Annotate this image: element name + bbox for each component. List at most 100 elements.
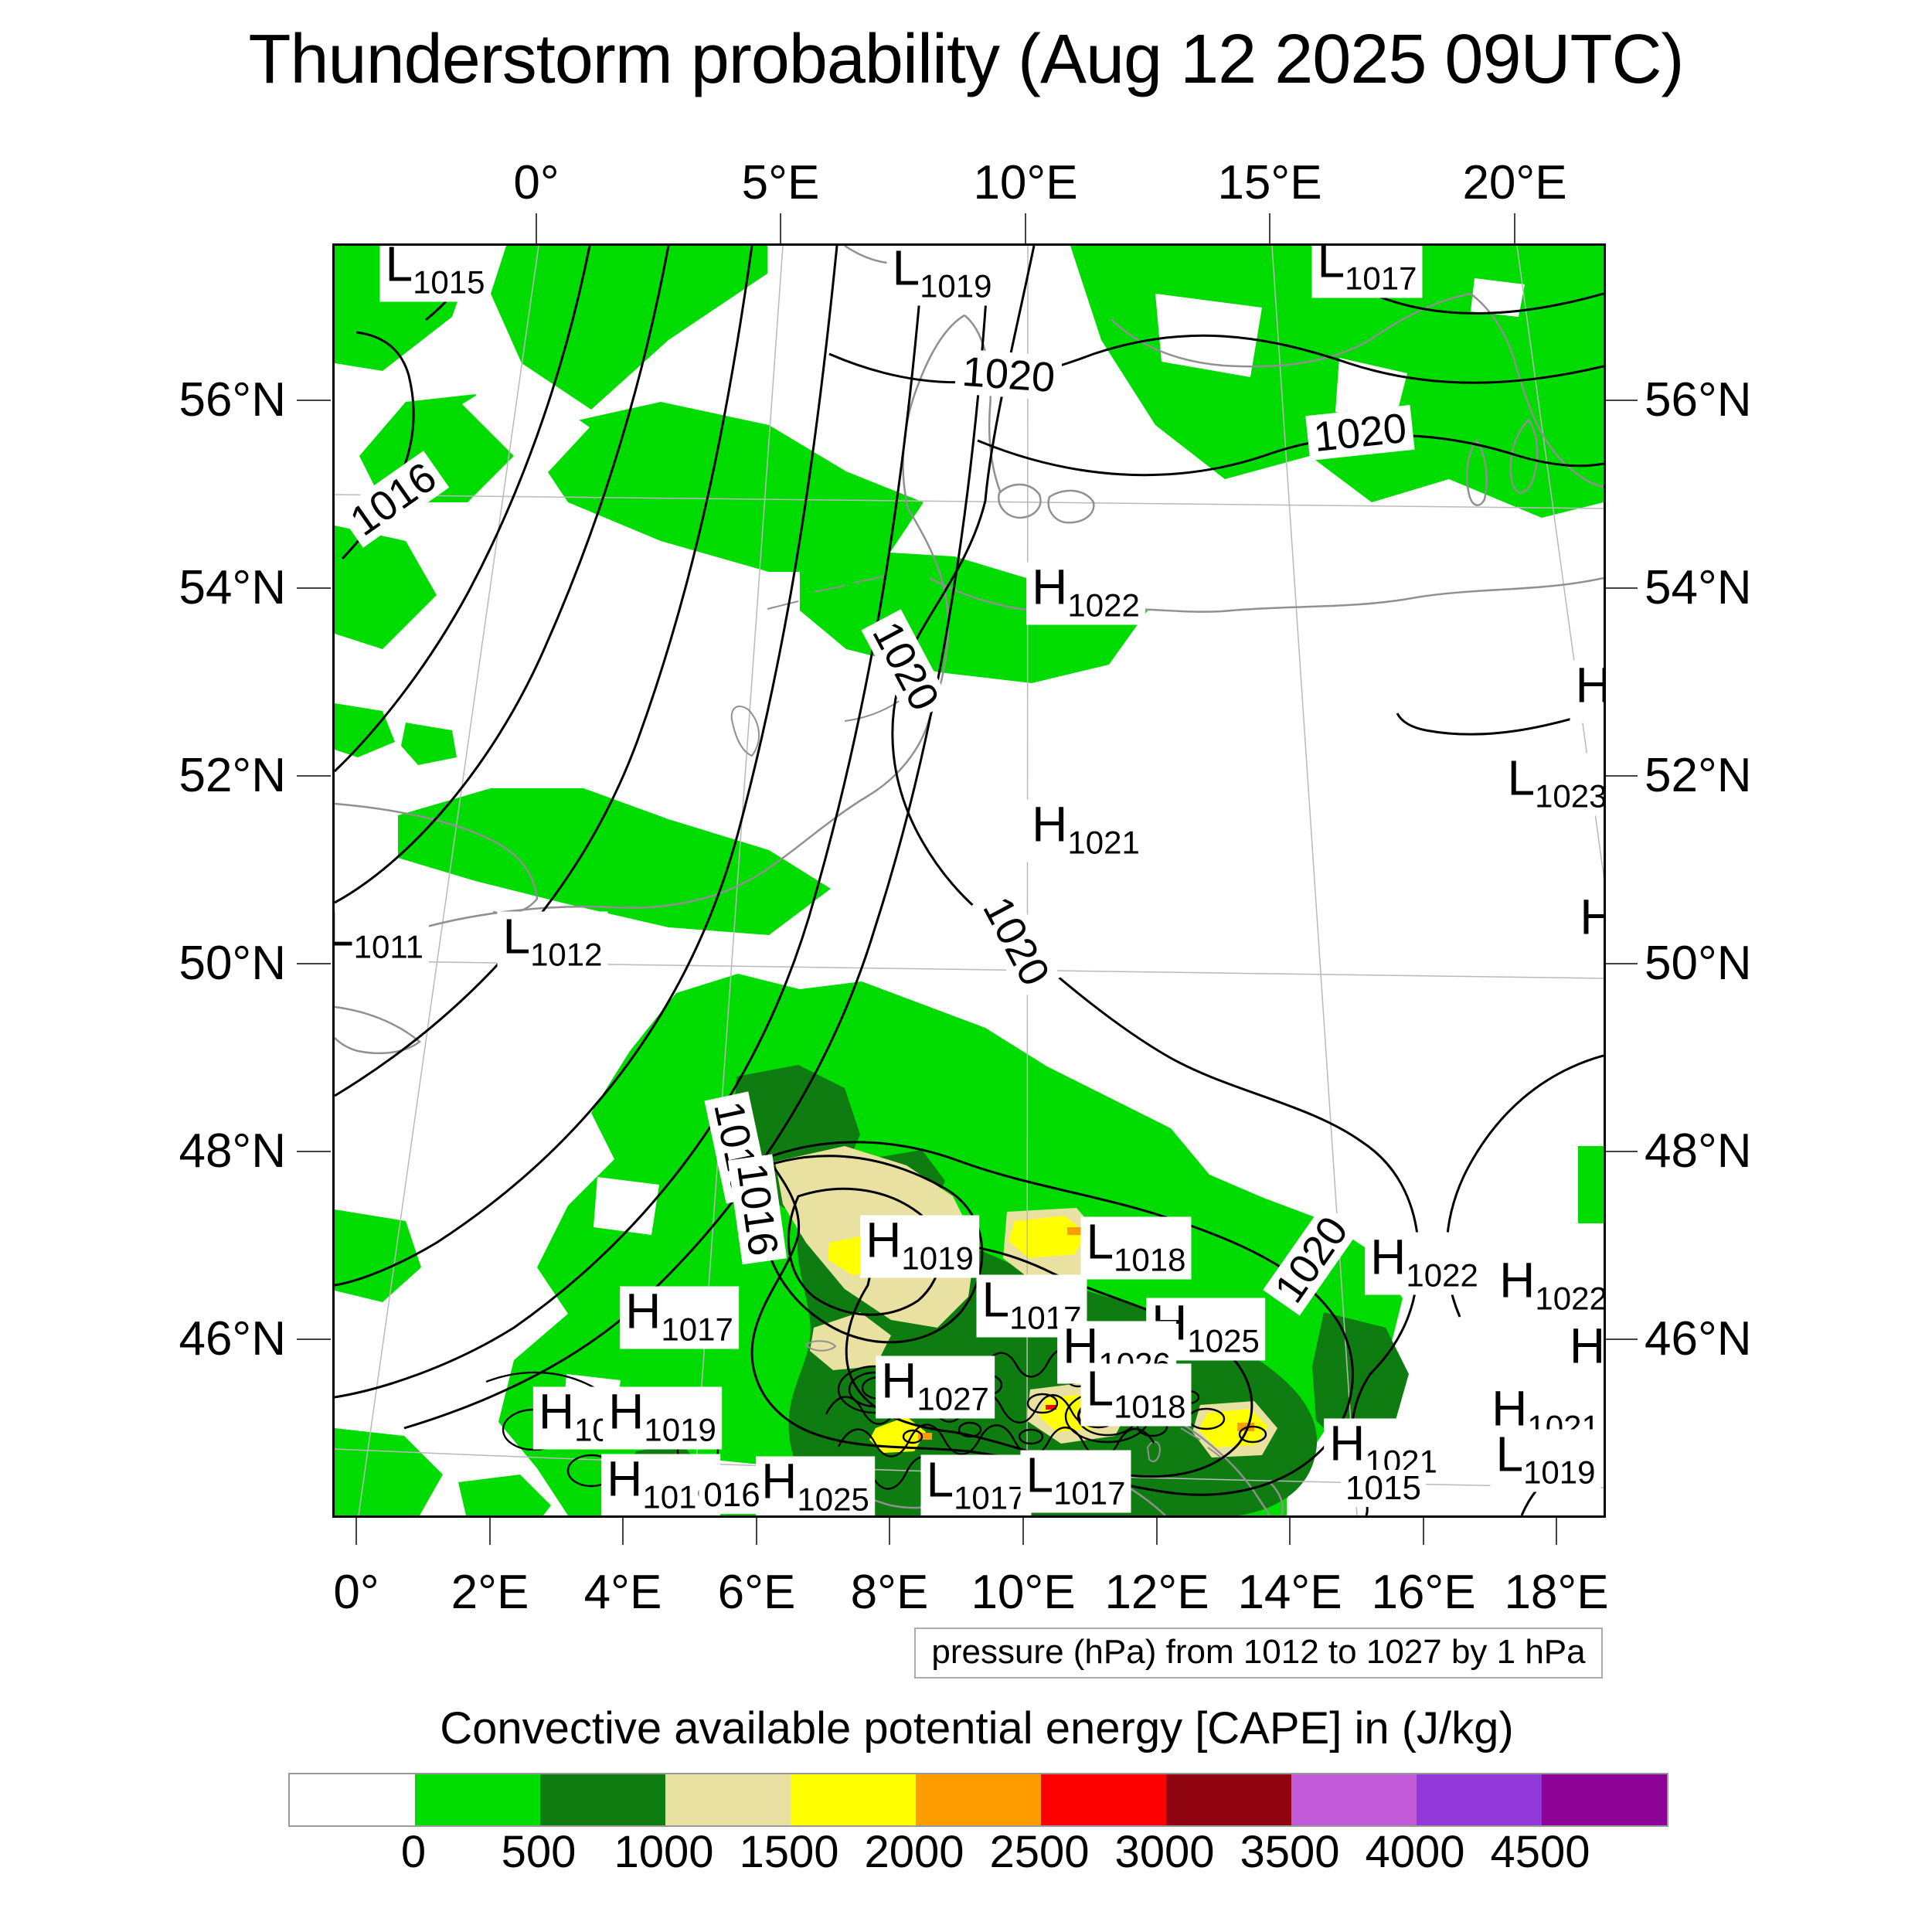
low-pressure-label: L1015 bbox=[379, 246, 491, 302]
axis-tick-left bbox=[297, 400, 331, 401]
high-pressure-label: H1019 bbox=[860, 1215, 979, 1278]
axis-tick-left bbox=[297, 963, 331, 964]
colorbar-cell bbox=[1417, 1774, 1542, 1825]
pressure-caption: pressure (hPa) from 1012 to 1027 by 1 hP… bbox=[914, 1628, 1603, 1679]
low-pressure-label: L1018 bbox=[1080, 1216, 1192, 1280]
axis-tick-left bbox=[297, 1338, 331, 1340]
axis-tick-bottom bbox=[756, 1515, 757, 1545]
colorbar-tick-label: 4500 bbox=[1490, 1827, 1590, 1877]
colorbar-cell bbox=[1291, 1774, 1417, 1825]
low-pressure-label: L1023 bbox=[1502, 753, 1604, 816]
low-pressure-label: L1018 bbox=[1080, 1363, 1192, 1427]
colorbar-cell bbox=[1542, 1774, 1667, 1825]
axis-tick-label-right: 46°N bbox=[1645, 1312, 1752, 1366]
axis-tick-right bbox=[1604, 1338, 1638, 1340]
axis-tick-label-bottom: 6°E bbox=[717, 1566, 796, 1619]
high-pressure-label: H10 bbox=[1570, 660, 1604, 723]
page-title: Thunderstorm probability (Aug 12 2025 09… bbox=[248, 21, 1685, 98]
high-pressure-label: H102 bbox=[1563, 1321, 1604, 1384]
map-label-layer: L1015 L1019 L1017 H1022 H10 L1023 H1021 H1 L1011… bbox=[335, 246, 1604, 1515]
axis-tick-top bbox=[1514, 213, 1515, 243]
high-pressure-label: H1021 bbox=[1026, 799, 1145, 862]
axis-tick-top bbox=[1025, 213, 1026, 243]
axis-tick-bottom bbox=[1423, 1515, 1424, 1545]
high-pressure-label: H1022 bbox=[1365, 1232, 1484, 1295]
colorbar-cell bbox=[540, 1774, 665, 1825]
axis-tick-bottom bbox=[1156, 1515, 1158, 1545]
axis-tick-right bbox=[1604, 963, 1638, 964]
axis-tick-label-right: 52°N bbox=[1645, 749, 1752, 802]
axis-tick-label-right: 50°N bbox=[1645, 937, 1752, 990]
high-pressure-label: H1027 bbox=[876, 1355, 995, 1419]
colorbar-tick-label: 1000 bbox=[614, 1827, 714, 1877]
high-pressure-label: H1022 bbox=[1026, 562, 1145, 625]
isobar-value-label: 1016 bbox=[727, 1154, 787, 1265]
low-pressure-label: L1017 bbox=[1311, 246, 1423, 298]
colorbar-cell bbox=[290, 1774, 415, 1825]
axis-tick-top bbox=[780, 213, 781, 243]
axis-tick-right bbox=[1604, 400, 1638, 401]
axis-tick-bottom bbox=[1022, 1515, 1024, 1545]
low-pressure-label: L1017 bbox=[920, 1454, 1032, 1515]
colorbar-cell bbox=[916, 1774, 1041, 1825]
colorbar bbox=[288, 1773, 1668, 1827]
low-pressure-label: L1017 bbox=[1020, 1450, 1131, 1513]
axis-tick-label-right: 54°N bbox=[1645, 561, 1752, 614]
axis-tick-bottom bbox=[1556, 1515, 1557, 1545]
low-pressure-label: L1012 bbox=[497, 911, 608, 975]
isobar-value-label: 1020 bbox=[1263, 1203, 1360, 1316]
isobar-value-label: 1016 bbox=[337, 451, 450, 548]
isobar-value-label: 1020 bbox=[954, 349, 1063, 401]
colorbar-cell bbox=[791, 1774, 916, 1825]
colorbar-title: Convective available potential energy [C… bbox=[440, 1703, 1514, 1753]
axis-tick-label-left: 56°N bbox=[179, 373, 286, 427]
axis-tick-label-left: 50°N bbox=[179, 937, 286, 990]
axis-tick-right bbox=[1604, 775, 1638, 777]
low-pressure-label: L1019 bbox=[886, 246, 998, 306]
axis-tick-label-bottom: 4°E bbox=[583, 1566, 662, 1619]
colorbar-tick-label: 2500 bbox=[989, 1827, 1090, 1877]
isobar-value-label: 1020 bbox=[971, 884, 1061, 998]
axis-tick-label-left: 46°N bbox=[179, 1312, 286, 1366]
axis-tick-left bbox=[297, 775, 331, 777]
high-pressure-label: H1 bbox=[1574, 892, 1604, 955]
axis-tick-right bbox=[1604, 587, 1638, 589]
colorbar-tick-label: 0 bbox=[400, 1827, 427, 1877]
axis-tick-label-bottom: 2°E bbox=[451, 1566, 529, 1619]
axis-tick-label-top: 20°E bbox=[1462, 156, 1567, 209]
colorbar-tick-label: 4000 bbox=[1365, 1827, 1465, 1877]
pressure-value-label: 016 bbox=[699, 1477, 765, 1514]
axis-tick-bottom bbox=[1289, 1515, 1291, 1545]
colorbar-tick-label: 2000 bbox=[864, 1827, 964, 1877]
axis-tick-left bbox=[297, 1151, 331, 1152]
low-pressure-label: L1019 bbox=[1490, 1429, 1601, 1492]
axis-tick-left bbox=[297, 587, 331, 589]
low-pressure-label: L1011 bbox=[335, 903, 429, 967]
axis-tick-label-right: 56°N bbox=[1645, 373, 1752, 427]
isobar-value-label: 1020 bbox=[861, 609, 951, 723]
pressure-value-label: 1015 bbox=[1341, 1470, 1426, 1507]
map-frame: L1015 L1019 L1017 H1022 H10 L1023 H1021 H1 L1011… bbox=[332, 243, 1606, 1518]
axis-tick-label-top: 10°E bbox=[973, 156, 1078, 209]
colorbar-tick-label: 3500 bbox=[1240, 1827, 1340, 1877]
axis-tick-label-bottom: 18°E bbox=[1504, 1566, 1609, 1619]
axis-tick-label-bottom: 14°E bbox=[1237, 1566, 1342, 1619]
axis-tick-label-bottom: 16°E bbox=[1371, 1566, 1476, 1619]
axis-tick-label-left: 54°N bbox=[179, 561, 286, 614]
colorbar-cell bbox=[1166, 1774, 1291, 1825]
axis-tick-bottom bbox=[889, 1515, 890, 1545]
axis-tick-bottom bbox=[489, 1515, 491, 1545]
axis-tick-label-right: 48°N bbox=[1645, 1124, 1752, 1178]
isobar-value-label: 1020 bbox=[1305, 405, 1415, 461]
axis-tick-label-bottom: 12°E bbox=[1104, 1566, 1209, 1619]
axis-tick-label-bottom: 8°E bbox=[850, 1566, 929, 1619]
high-pressure-label: H1022 bbox=[1494, 1255, 1604, 1318]
high-pressure-label: H1025 bbox=[756, 1456, 875, 1515]
axis-tick-top bbox=[536, 213, 537, 243]
colorbar-tick-label: 500 bbox=[501, 1827, 577, 1877]
axis-tick-label-top: 0° bbox=[513, 156, 560, 209]
colorbar-tick-label: 1500 bbox=[739, 1827, 839, 1877]
axis-tick-label-top: 5°E bbox=[741, 156, 820, 209]
axis-tick-top bbox=[1269, 213, 1270, 243]
